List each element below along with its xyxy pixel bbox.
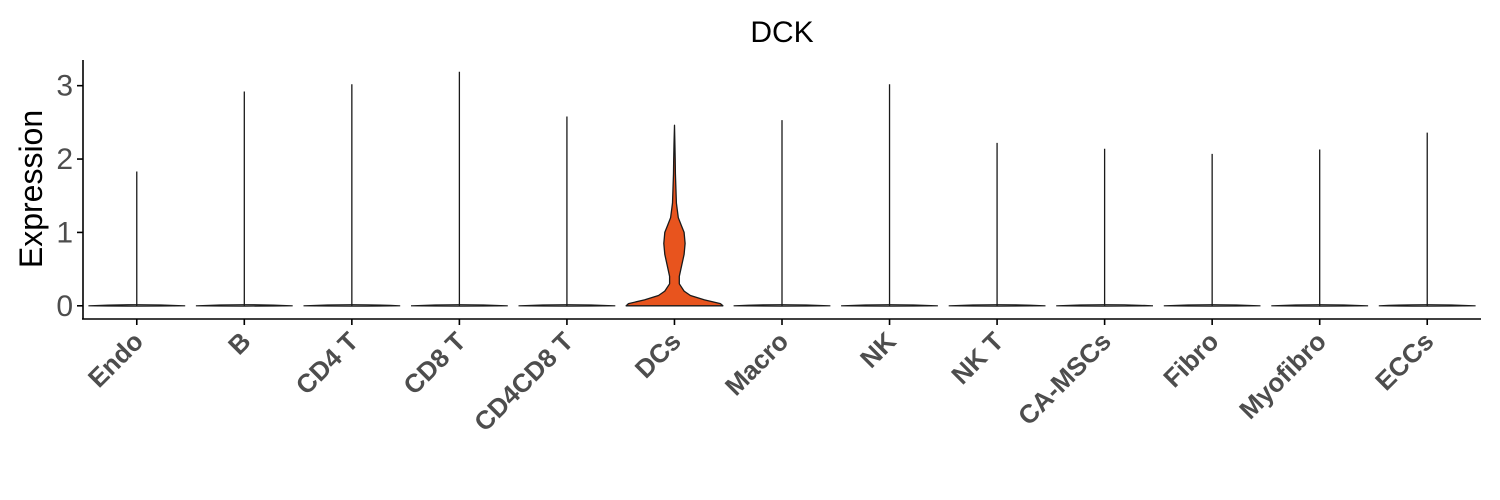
violin-eccs [1378,132,1476,307]
y-tick-label: 3 [56,70,73,103]
x-tick-label: Macro [719,326,794,401]
violin-cd4-t [303,84,401,307]
x-tick-label: CD4 T [290,326,364,400]
violin-base [303,304,401,307]
violin-base [841,304,938,307]
violin-ca-mscs [1056,148,1154,307]
y-axis-label: Expression [13,110,49,268]
x-tick-label: B [222,326,256,360]
violin-base [948,304,1046,307]
violin-b [195,91,293,307]
y-tick-label: 2 [56,143,73,176]
violin-cd4cd8-t [518,116,616,307]
violin-base [195,304,293,307]
x-tick-label: CD8 T [397,326,471,400]
violin-base [88,304,186,307]
violin-base [1378,304,1476,307]
chart-title: DCK [750,16,813,49]
plot-area [88,71,1476,307]
violin-base [410,304,508,307]
x-tick-label: DCs [629,326,687,384]
y-tick-label: 1 [56,216,73,249]
x-tick-label: NK T [945,326,1009,390]
violin-base [1056,304,1154,307]
violin-cd8-t [410,71,508,307]
x-tick-label: NK [854,326,902,374]
violin-fibro [1163,153,1261,307]
y-tick-label: 0 [56,290,73,323]
violin-myofibro [1271,149,1369,307]
violin-macro [733,120,831,307]
violin-nk-t [948,142,1046,307]
x-tick-label: ECCs [1369,326,1439,396]
violin-nk [841,84,938,307]
x-tick-label: Fibro [1157,326,1224,393]
x-tick-label: CA-MSCs [1012,326,1117,431]
violin-base [1271,304,1369,307]
x-tick-label: Endo [82,326,149,393]
violin-base [733,304,831,307]
x-tick-label: Myofibro [1233,326,1332,425]
x-tick-label: CD4CD8 T [468,326,579,437]
violin-endo [88,171,186,307]
violin-base [518,304,616,307]
violin-base [1163,304,1261,307]
violin-dcs [625,124,724,307]
